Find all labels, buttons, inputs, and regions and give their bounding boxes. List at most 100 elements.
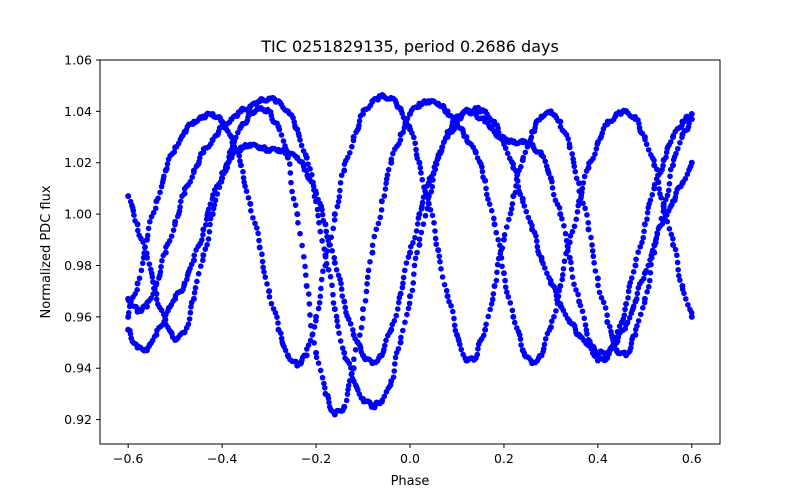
data-point-fill — [489, 296, 496, 303]
data-point-fill — [236, 152, 243, 159]
data-point-fill — [633, 296, 640, 302]
data-point-fill — [507, 210, 514, 217]
data-point-fill — [259, 251, 265, 258]
data-point-fill — [266, 294, 273, 300]
data-point-fill — [335, 323, 341, 330]
data-point-fill — [306, 301, 313, 307]
data-point — [632, 262, 639, 269]
data-point-fill — [560, 266, 567, 272]
data-point-fill — [362, 297, 369, 304]
data-point-fill — [416, 236, 423, 243]
data-point-fill — [474, 351, 481, 358]
data-point — [303, 283, 310, 290]
data-point-fill — [299, 242, 305, 249]
data-point-fill — [140, 239, 146, 245]
data-point-fill — [318, 285, 324, 292]
data-point-fill — [596, 289, 603, 296]
data-point-fill — [595, 282, 601, 289]
data-point — [547, 324, 554, 331]
data-point-fill — [325, 395, 332, 402]
data-point-fill — [654, 230, 660, 236]
data-point-fill — [336, 194, 343, 200]
data-point-fill — [634, 323, 640, 329]
data-point-fill — [449, 308, 456, 315]
data-point-fill — [144, 250, 150, 256]
data-point-fill — [439, 274, 446, 280]
data-point-fill — [582, 205, 588, 212]
data-point-fill — [297, 137, 303, 143]
data-point — [313, 190, 320, 197]
data-point-fill — [414, 221, 421, 227]
data-point-fill — [639, 239, 645, 246]
data-point-fill — [245, 195, 252, 201]
data-point-fill — [152, 205, 159, 212]
data-point-fill — [319, 238, 325, 244]
data-point-fill — [318, 276, 325, 283]
data-point — [557, 118, 564, 125]
data-point-fill — [176, 208, 183, 214]
data-point-fill — [313, 354, 320, 361]
data-point-fill — [397, 137, 404, 143]
data-point-fill — [628, 275, 635, 281]
data-point — [322, 221, 329, 228]
data-point-fill — [439, 144, 446, 150]
data-point-fill — [189, 174, 196, 180]
data-point-fill — [649, 192, 656, 198]
data-point-fill — [647, 257, 653, 263]
data-point-fill — [392, 361, 398, 367]
data-point-fill — [643, 141, 650, 148]
data-point-fill — [569, 228, 576, 235]
data-point-fill — [260, 264, 266, 271]
data-point-fill — [254, 225, 260, 231]
data-point-fill — [483, 185, 489, 192]
data-point-fill — [569, 274, 576, 280]
data-point-fill — [418, 229, 425, 236]
data-point-fill — [503, 224, 510, 230]
data-point-fill — [485, 196, 491, 202]
data-point-fill — [420, 194, 427, 200]
data-point-fill — [589, 248, 596, 254]
data-point — [153, 280, 160, 287]
data-point-fill — [429, 212, 436, 219]
data-point-fill — [682, 296, 689, 302]
data-point-fill — [261, 269, 267, 275]
data-point-fill — [640, 304, 646, 311]
data-point-fill — [411, 271, 417, 277]
data-point — [500, 236, 507, 243]
data-point-fill — [280, 138, 287, 144]
data-point-fill — [550, 191, 557, 198]
data-point-fill — [317, 228, 324, 235]
data-point-fill — [345, 316, 352, 323]
data-point-fill — [677, 277, 683, 283]
data-point-fill — [302, 263, 308, 270]
data-point — [360, 306, 367, 313]
data-point-fill — [339, 293, 346, 299]
data-point-fill — [148, 295, 154, 302]
data-point — [670, 241, 677, 248]
data-point-fill — [319, 211, 326, 218]
data-point-fill — [314, 206, 321, 213]
data-point-fill — [235, 129, 241, 136]
data-point-fill — [598, 294, 605, 301]
data-point-fill — [495, 125, 501, 132]
data-point-fill — [204, 241, 210, 248]
x-tick-label: 0.4 — [588, 451, 608, 466]
data-point-fill — [321, 246, 328, 252]
data-point — [256, 244, 263, 251]
y-tick-label: 0.92 — [64, 412, 92, 427]
data-point-fill — [565, 247, 571, 254]
data-point — [604, 318, 611, 325]
data-point-fill — [392, 354, 399, 361]
data-point-fill — [666, 180, 673, 187]
data-point-fill — [502, 277, 508, 284]
data-point-fill — [480, 332, 487, 339]
data-point — [209, 211, 216, 218]
data-point-fill — [589, 242, 595, 248]
data-point-fill — [479, 164, 485, 170]
data-point-fill — [323, 260, 330, 267]
data-point-fill — [255, 230, 261, 237]
data-point-fill — [635, 249, 641, 256]
data-point-fill — [330, 225, 337, 232]
data-point-fill — [242, 183, 248, 190]
data-point-fill — [575, 291, 581, 298]
